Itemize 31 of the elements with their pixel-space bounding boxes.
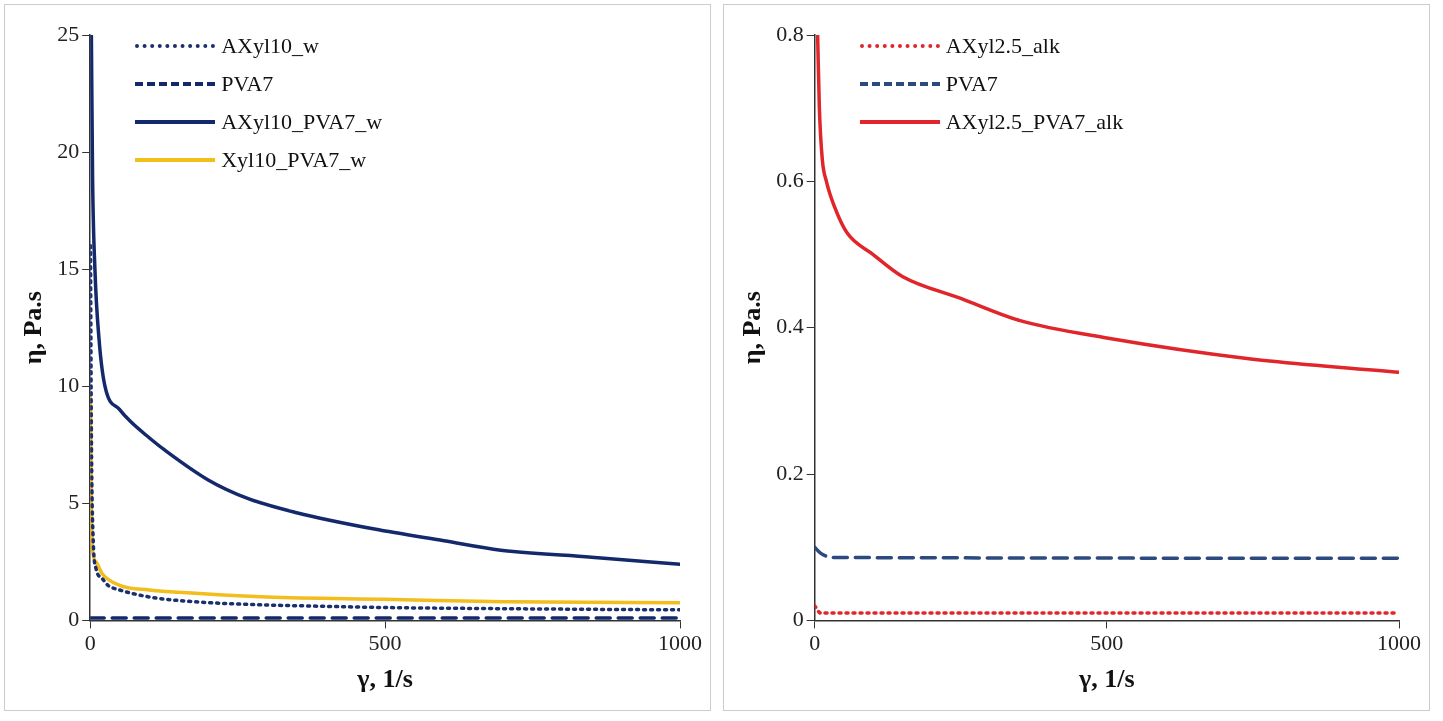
x-tick-label: 1000 (658, 630, 702, 656)
legend-label: AXyl10_w (221, 33, 319, 59)
x-tick-label: 500 (368, 630, 402, 656)
y-tick-label: 20 (57, 137, 80, 163)
x-tick-label: 1000 (1377, 630, 1421, 656)
y-tick-label: 0 (68, 606, 80, 632)
legend-label: AXyl2.5_PVA7_alk (945, 109, 1124, 135)
legend-label: Xyl10_PVA7_w (221, 147, 367, 173)
legend-label: AXyl2.5_alk (945, 33, 1060, 59)
y-tick-label: 0.2 (776, 459, 804, 485)
legend-label: PVA7 (221, 71, 274, 97)
x-tick-label: 0 (84, 630, 96, 656)
y-axis-title: η, Pa.s (737, 291, 767, 365)
y-tick-label: 0.6 (776, 167, 804, 193)
y-axis-title: η, Pa.s (18, 291, 48, 365)
x-tick-label: 0 (809, 630, 821, 656)
y-tick-label: 15 (57, 254, 80, 280)
line-series (815, 35, 1399, 375)
legend-label: PVA7 (945, 71, 998, 97)
y-tick-label: 0.4 (776, 313, 804, 339)
y-tick-label: 10 (57, 372, 80, 398)
x-axis-title: γ, 1/s (356, 664, 413, 694)
y-tick-label: 0 (792, 606, 804, 632)
line-series (90, 396, 680, 605)
legend-label: AXyl10_PVA7_w (221, 109, 383, 135)
y-tick-label: 0.8 (776, 20, 804, 46)
x-axis-title: γ, 1/s (1078, 664, 1135, 694)
line-series (814, 545, 1399, 560)
x-tick-label: 500 (1090, 630, 1124, 656)
y-tick-label: 5 (68, 489, 80, 515)
y-tick-label: 25 (57, 20, 80, 46)
